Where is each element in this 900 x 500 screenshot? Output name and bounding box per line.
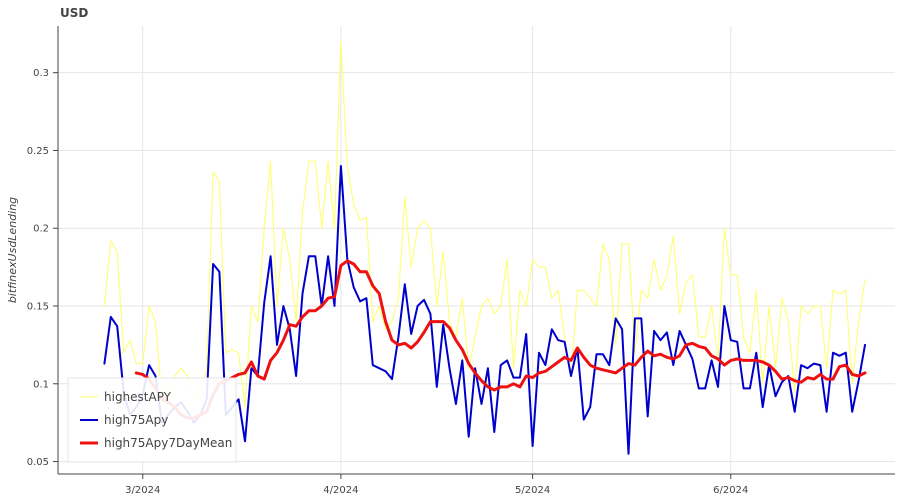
legend: highestAPY high75Apy high75Apy7DayMean [67,377,237,463]
y-tick-label: 0.2 [33,224,49,235]
x-tick-label: 6/2024 [713,485,748,496]
x-tick-label: 4/2024 [323,485,358,496]
y-tick-label: 0.15 [27,302,49,313]
y-axis-label: bitfinexUsdLending [6,197,19,303]
x-tick-label: 5/2024 [515,485,550,496]
chart-title: USD [60,6,89,20]
grid-lines [58,26,895,474]
tick-labels: 0.05 0.1 0.15 0.2 0.25 0.3 3/2024 4/2024 5/2024 6… [27,68,749,496]
x-tick-label: 3/2024 [125,485,160,496]
y-tick-label: 0.3 [33,68,49,79]
y-tick-label: 0.25 [27,146,49,157]
series-line-high75Apy7DayMean [134,259,867,420]
legend-label: high75Apy7DayMean [104,436,232,450]
legend-label: highestAPY [104,390,172,404]
y-tick-label: 0.1 [33,379,49,390]
axes [57,26,895,475]
y-tick-label: 0.05 [27,457,49,468]
legend-label: high75Apy [104,413,168,427]
series-line-highestAPY [103,41,866,408]
